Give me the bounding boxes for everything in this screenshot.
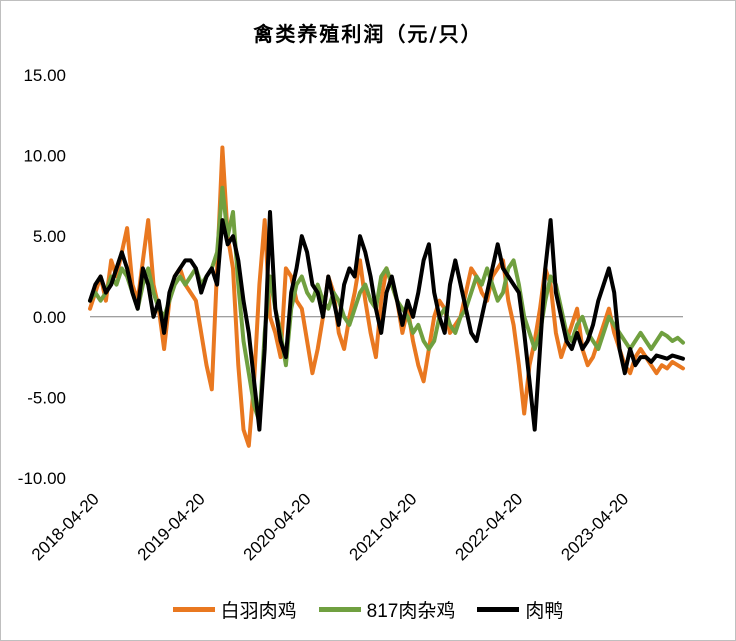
series-lines bbox=[88, 145, 685, 448]
y-tick-label: 10.00 bbox=[23, 147, 66, 166]
series-line-1 bbox=[88, 185, 685, 424]
y-tick-label: 0.00 bbox=[33, 308, 66, 327]
legend-label: 817肉杂鸡 bbox=[366, 601, 456, 622]
legend-swatch bbox=[172, 607, 215, 612]
y-tick-label: -10.00 bbox=[18, 469, 66, 488]
legend-label: 肉鸭 bbox=[525, 601, 564, 622]
y-axis: 15.00 10.00 5.00 0.00 -5.00 -10.00 bbox=[18, 66, 66, 488]
series-line-2 bbox=[88, 210, 685, 432]
x-axis: 2018-04-20 2019-04-20 2020-04-20 2021-04-20… bbox=[28, 489, 632, 564]
x-tick-label: 2023-04-20 bbox=[557, 489, 632, 564]
legend-label: 白羽肉鸡 bbox=[220, 601, 297, 622]
x-tick-label: 2021-04-20 bbox=[346, 489, 421, 564]
x-tick-label: 2019-04-20 bbox=[134, 489, 209, 564]
legend-item-duck: 肉鸭 bbox=[477, 596, 563, 623]
x-tick-label: 2022-04-20 bbox=[451, 489, 526, 564]
y-tick-label: 5.00 bbox=[33, 227, 66, 246]
legend-swatch bbox=[318, 607, 361, 612]
x-tick-label: 2020-04-20 bbox=[240, 489, 315, 564]
x-tick-label: 2018-04-20 bbox=[28, 489, 103, 564]
legend: 白羽肉鸡 817肉杂鸡 肉鸭 bbox=[0, 596, 736, 623]
chart-title: 禽类养殖利润（元/只） bbox=[253, 22, 483, 46]
legend-item-817-hybrid-chicken: 817肉杂鸡 bbox=[318, 596, 456, 623]
y-tick-label: 15.00 bbox=[23, 66, 66, 85]
legend-item-white-feather-chicken: 白羽肉鸡 bbox=[172, 596, 297, 623]
y-tick-label: -5.00 bbox=[27, 388, 66, 407]
legend-swatch bbox=[477, 607, 520, 612]
